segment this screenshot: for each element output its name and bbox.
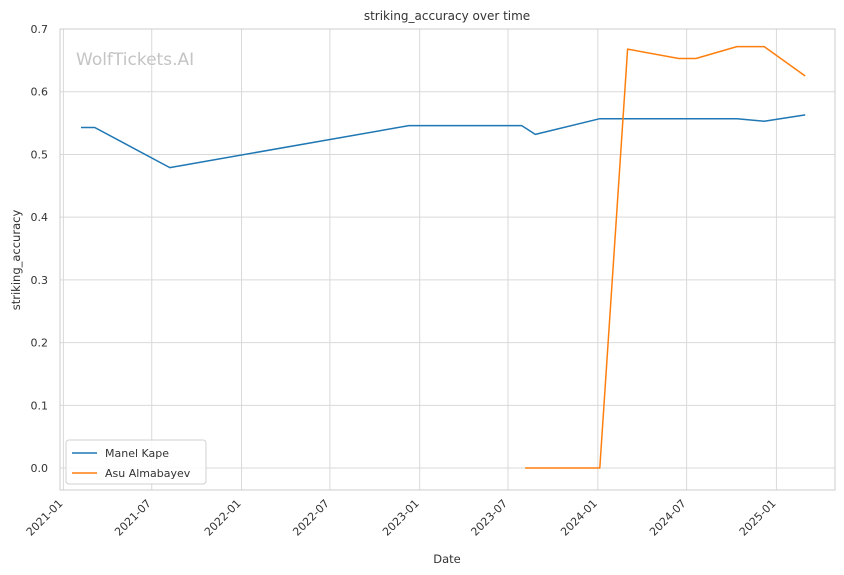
legend-label-asu-almabayev: Asu Almabayev [105,467,191,480]
y-tick-label: 0.5 [31,148,49,161]
y-tick-labels: 0.0 0.1 0.2 0.3 0.4 0.5 0.6 0.7 [31,23,49,475]
chart-title: striking_accuracy over time [364,9,530,23]
series-line-manel-kape [81,114,806,169]
y-tick-label: 0.1 [31,399,49,412]
series-lines [81,45,806,469]
y-tick-label: 0.2 [31,337,49,350]
legend-box [65,439,207,485]
legend-label-manel-kape: Manel Kape [105,447,169,460]
x-axis-label: Date [433,552,461,566]
series-line-asu-almabayev [525,45,806,469]
watermark: WolfTickets.AI [76,50,194,70]
legend: Manel Kape Asu Almabayev [65,439,207,485]
y-tick-label: 0.7 [31,23,49,36]
plot-frame [59,28,836,491]
y-tick-label: 0.3 [31,274,49,287]
y-tick-label: 0.0 [31,462,49,475]
y-tick-label: 0.6 [31,86,49,99]
y-tick-label: 0.4 [31,211,49,224]
y-axis-label: striking_accuracy [9,210,23,311]
